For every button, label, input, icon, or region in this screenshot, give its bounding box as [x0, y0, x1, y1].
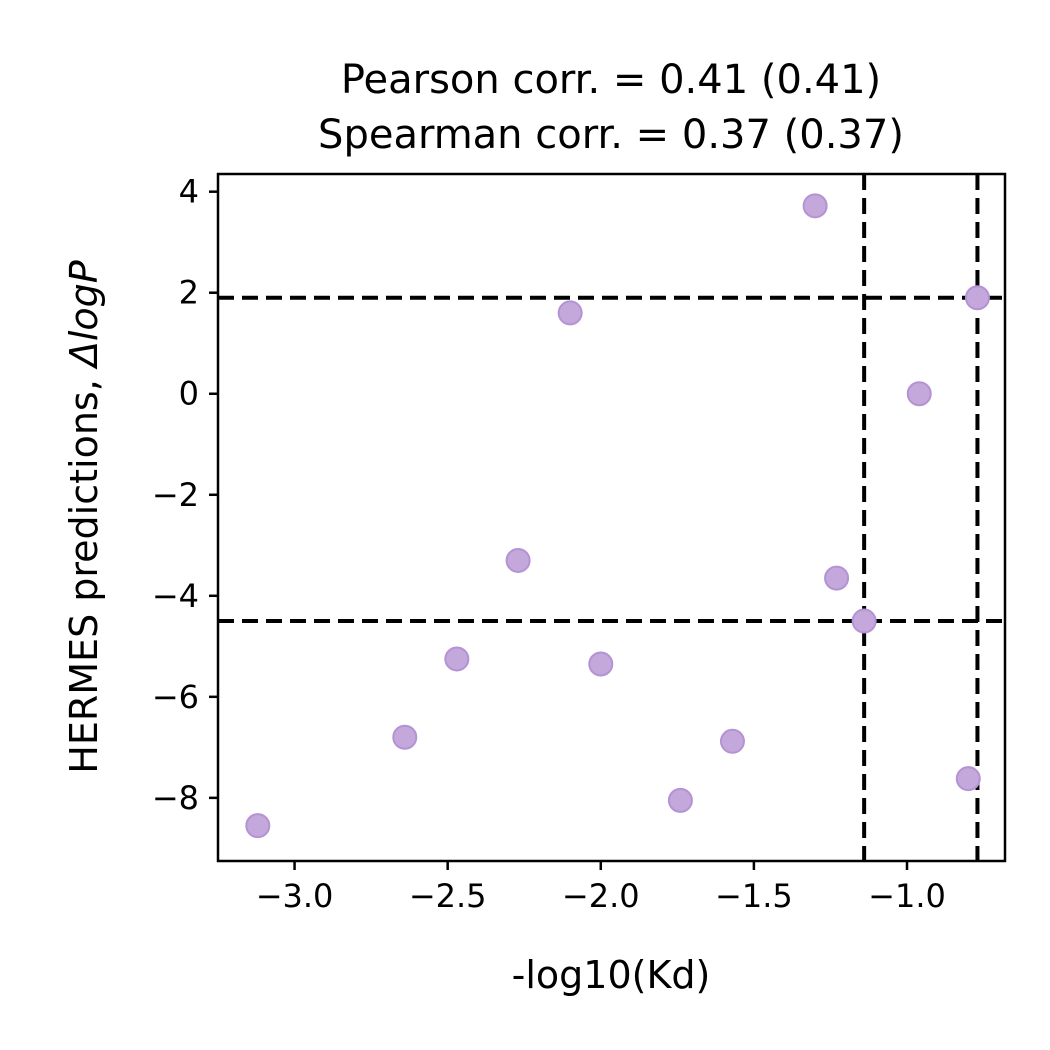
reference-lines: [218, 174, 1005, 861]
x-tick-label-4: −1.0: [868, 877, 946, 915]
y-axis-ticks: 4 2 0 −2 −4 −6 −8: [152, 173, 218, 817]
y-tick-label-4: −4: [152, 577, 199, 615]
y-tick-label-6: −8: [152, 779, 199, 817]
data-points: [245, 193, 990, 839]
x-tick-label-2: −2.0: [562, 877, 640, 915]
x-axis-ticks: −3.0 −2.5 −2.0 −1.5 −1.0: [256, 861, 946, 915]
y-tick-label-1: 2: [179, 274, 199, 312]
y-axis-label-math: ΔlogP: [62, 260, 106, 370]
data-point-2: [444, 646, 470, 672]
y-tick-label-0: 4: [179, 173, 199, 211]
y-tick-label-3: −2: [152, 476, 199, 514]
data-point-3: [505, 547, 531, 573]
data-point-4: [557, 300, 583, 326]
data-point-6: [667, 787, 693, 813]
data-point-7: [719, 728, 745, 754]
y-tick-label-5: −6: [152, 678, 199, 716]
data-point-12: [955, 766, 981, 792]
data-point-0: [245, 813, 271, 839]
data-point-10: [851, 608, 877, 634]
data-point-13: [964, 285, 990, 311]
data-point-8: [802, 193, 828, 219]
data-point-1: [392, 724, 418, 750]
y-axis-label-text: HERMES predictions,: [62, 367, 106, 774]
data-point-9: [824, 565, 850, 591]
x-tick-label-1: −2.5: [409, 877, 487, 915]
x-axis-label: -log10(Kd): [512, 953, 711, 997]
data-point-5: [588, 651, 614, 677]
chart-title-line-1: Pearson corr. = 0.41 (0.41): [341, 57, 881, 103]
y-tick-label-2: 0: [179, 375, 199, 413]
plot-frame: [216, 172, 1007, 863]
x-tick-label-3: −1.5: [715, 877, 793, 915]
x-tick-label-0: −3.0: [256, 877, 334, 915]
data-point-11: [906, 381, 932, 407]
chart-title-line-2: Spearman corr. = 0.37 (0.37): [318, 112, 904, 158]
y-axis-label: HERMES predictions, ΔlogP: [62, 260, 106, 774]
